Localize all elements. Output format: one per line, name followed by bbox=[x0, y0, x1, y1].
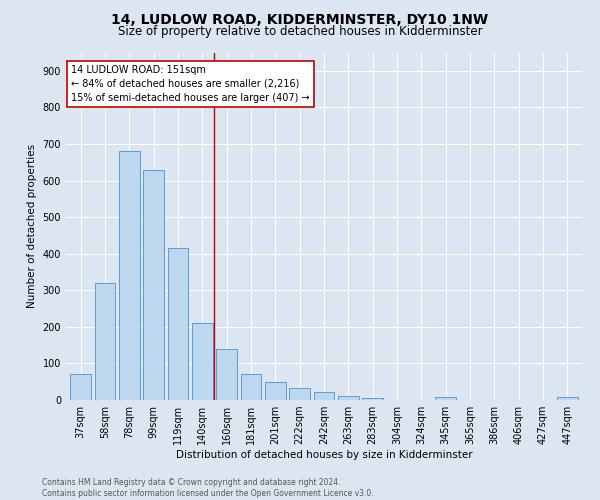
Bar bbox=[241, 374, 262, 400]
Text: Size of property relative to detached houses in Kidderminster: Size of property relative to detached ho… bbox=[118, 25, 482, 38]
Text: 14 LUDLOW ROAD: 151sqm
← 84% of detached houses are smaller (2,216)
15% of semi-: 14 LUDLOW ROAD: 151sqm ← 84% of detached… bbox=[71, 64, 310, 102]
Bar bbox=[143, 170, 164, 400]
Bar bbox=[216, 349, 237, 400]
Bar bbox=[289, 388, 310, 400]
Text: 14, LUDLOW ROAD, KIDDERMINSTER, DY10 1NW: 14, LUDLOW ROAD, KIDDERMINSTER, DY10 1NW bbox=[112, 12, 488, 26]
Bar bbox=[436, 397, 456, 400]
Bar bbox=[95, 283, 115, 400]
Y-axis label: Number of detached properties: Number of detached properties bbox=[27, 144, 37, 308]
Bar bbox=[557, 397, 578, 400]
Bar bbox=[192, 323, 212, 400]
Bar bbox=[70, 374, 91, 400]
Text: Contains HM Land Registry data © Crown copyright and database right 2024.
Contai: Contains HM Land Registry data © Crown c… bbox=[42, 478, 374, 498]
Bar bbox=[265, 382, 286, 400]
Bar bbox=[314, 392, 334, 400]
Bar bbox=[338, 396, 359, 400]
Bar bbox=[167, 248, 188, 400]
X-axis label: Distribution of detached houses by size in Kidderminster: Distribution of detached houses by size … bbox=[176, 450, 472, 460]
Bar bbox=[119, 152, 140, 400]
Bar bbox=[362, 398, 383, 400]
